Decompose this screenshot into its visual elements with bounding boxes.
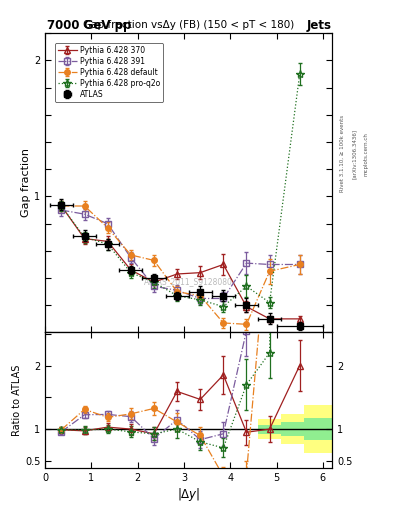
Text: mcplots.cern.ch: mcplots.cern.ch <box>364 132 369 176</box>
Text: Rivet 3.1.10, ≥ 100k events: Rivet 3.1.10, ≥ 100k events <box>340 115 345 192</box>
Text: Jets: Jets <box>307 19 332 32</box>
Bar <box>258 424 281 434</box>
Text: ATLAS_2011_S9128080: ATLAS_2011_S9128080 <box>144 277 233 286</box>
Y-axis label: Gap fraction: Gap fraction <box>21 148 31 218</box>
Y-axis label: Ratio to ATLAS: Ratio to ATLAS <box>12 365 22 436</box>
Title: Gap fraction vsΔy (FB) (150 < pT < 180): Gap fraction vsΔy (FB) (150 < pT < 180) <box>83 20 294 30</box>
Bar <box>281 422 304 436</box>
Legend: Pythia 6.428 370, Pythia 6.428 391, Pythia 6.428 default, Pythia 6.428 pro-q2o, : Pythia 6.428 370, Pythia 6.428 391, Pyth… <box>55 43 163 102</box>
Bar <box>258 419 281 439</box>
Text: [arXiv:1306.3436]: [arXiv:1306.3436] <box>352 129 357 179</box>
Bar <box>281 414 304 444</box>
X-axis label: $|\Delta y|$: $|\Delta y|$ <box>177 486 200 503</box>
Bar <box>304 405 332 453</box>
Bar <box>304 418 332 440</box>
Text: 7000 GeV pp: 7000 GeV pp <box>47 19 132 32</box>
